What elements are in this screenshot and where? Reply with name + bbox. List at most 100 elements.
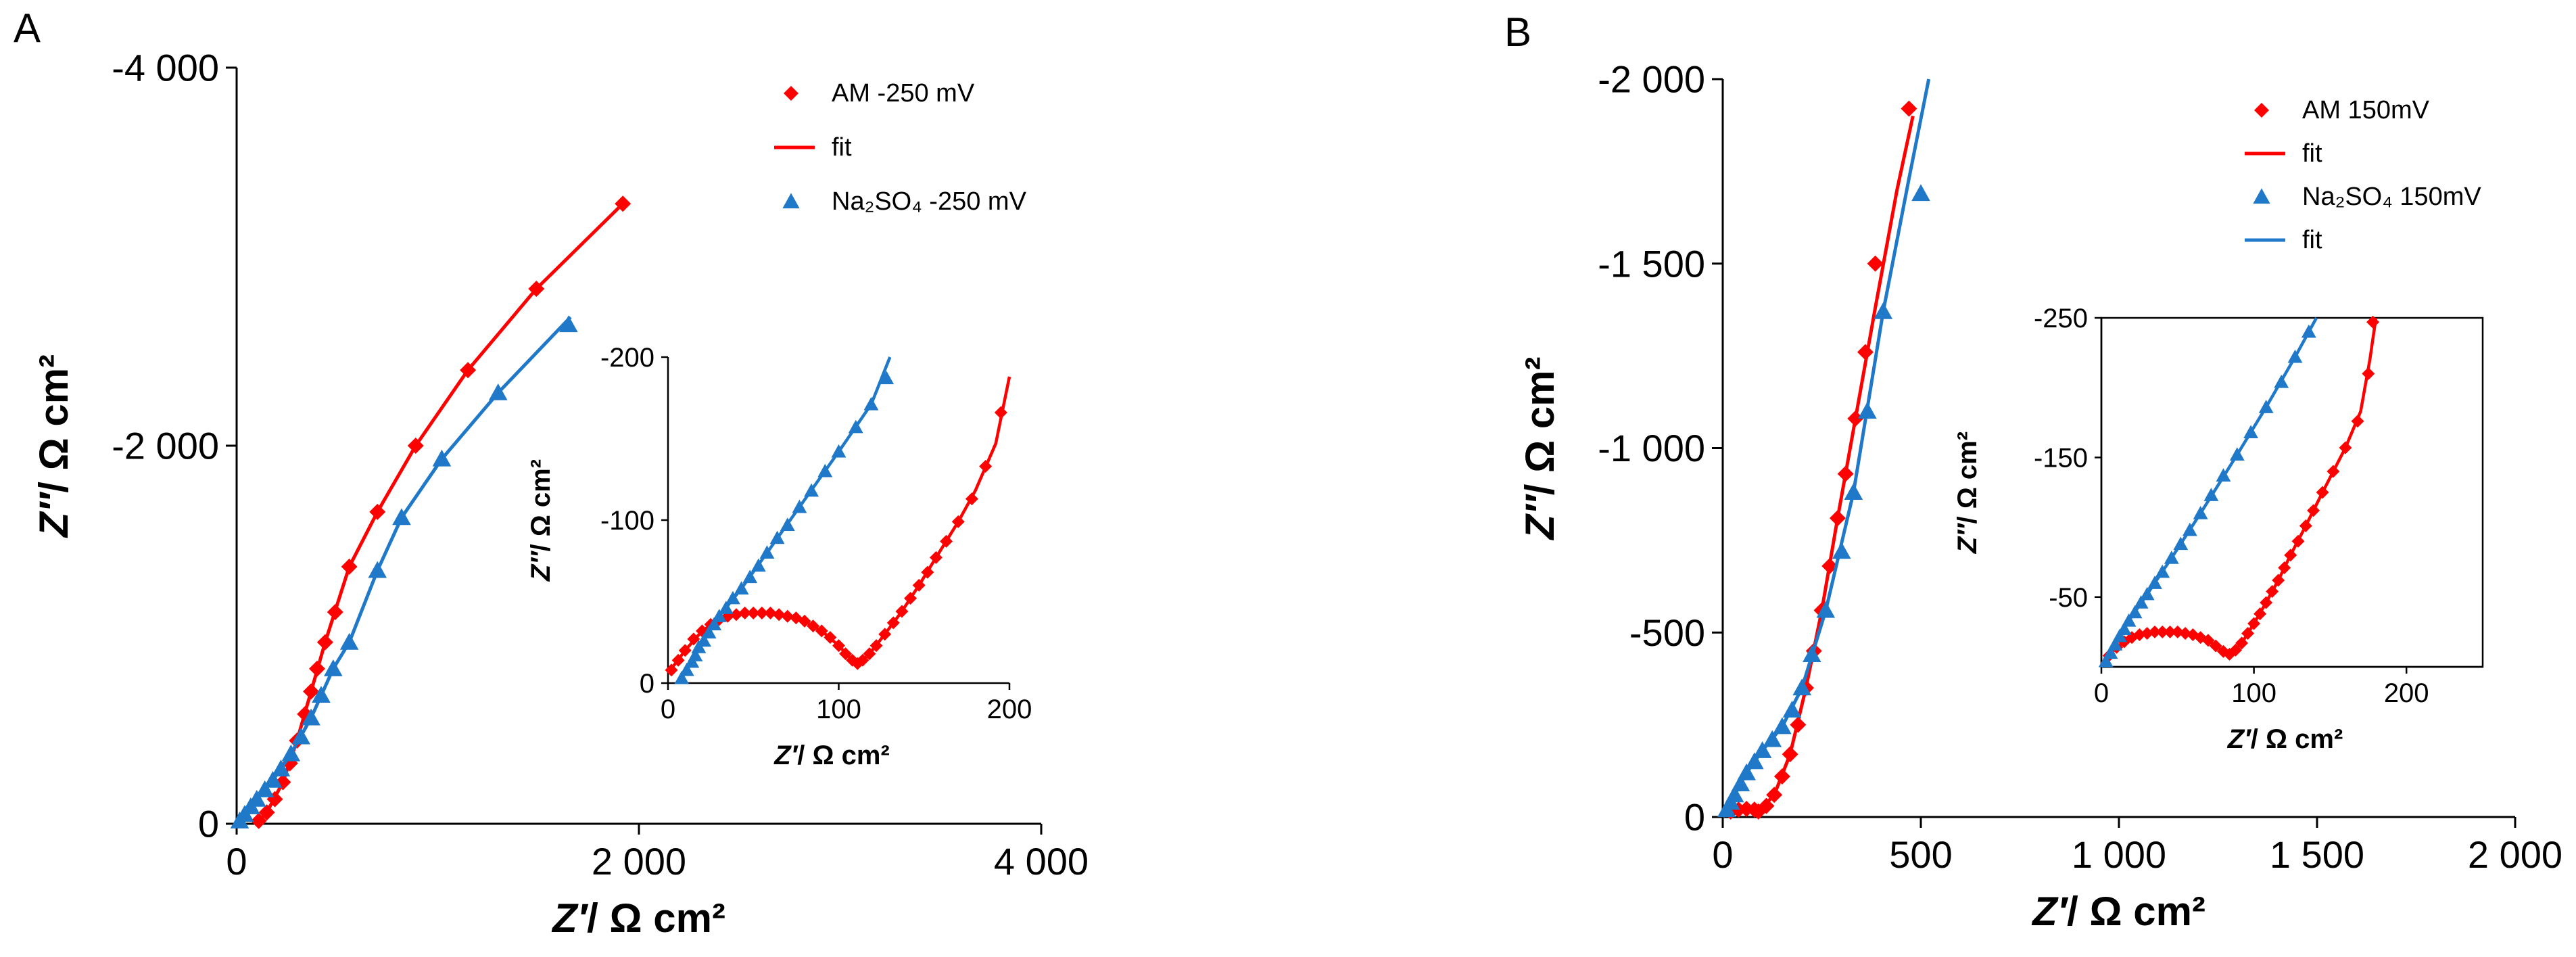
panel-b-data-point xyxy=(1773,768,1790,785)
panel-b-x-tick-label: 1 000 xyxy=(2072,833,2166,876)
panel-a-y-axis-label: Z″/ Ω cm² xyxy=(31,354,76,538)
panel-b-inset-y-axis-unit: / Ω cm² xyxy=(1953,431,1982,524)
panel-a-data-point xyxy=(309,660,325,677)
panel-b-inset-y-tick-label: -150 xyxy=(2034,443,2088,473)
panel-b-inset-data-point xyxy=(2155,564,2170,578)
panel-a-inset-data-point xyxy=(848,419,863,434)
panel-b-data-point xyxy=(1844,483,1863,500)
panel-b-inset-data-point xyxy=(2351,415,2364,428)
panel-b-data-point xyxy=(1725,785,1744,803)
panel-b-inset-data-point xyxy=(2193,506,2208,519)
panel-b-data-point xyxy=(1911,184,1930,202)
panel-b-x-tick-label: 0 xyxy=(1712,833,1733,876)
panel-b-inset-data-point xyxy=(2133,595,2149,609)
panel-b-x-axis-unit: / Ω cm² xyxy=(2067,889,2205,934)
panel-b-inset-data-point xyxy=(2229,447,2245,461)
panel-b-inset-y-axis-symbol: Z″ xyxy=(1953,523,1982,554)
panel-b-y-tick-label: -1 000 xyxy=(1598,427,1705,469)
panel-a-inset-data-point xyxy=(665,663,678,677)
panel-b-data-point xyxy=(1847,410,1864,427)
panel-b-data-point xyxy=(1763,730,1782,747)
panel-b-legend-marker xyxy=(2253,188,2270,204)
panel-a-inset-data-point xyxy=(678,644,692,657)
panel-a-inset-data-point xyxy=(886,616,900,630)
panel-b-inset-data-point xyxy=(2241,626,2255,640)
panel-b-data-point xyxy=(1790,716,1807,733)
panel-a-inset-data-point xyxy=(781,609,794,623)
panel-a-inset-x-axis-unit: / Ω cm² xyxy=(797,741,890,770)
panel-b-inset-data-point xyxy=(2229,643,2243,657)
panel-b-inset-data-point xyxy=(2272,574,2285,587)
panel-b-inset-data-point xyxy=(2182,522,2197,536)
panel-a-inset-x-tick-label: 0 xyxy=(661,695,675,724)
panel-a-inset-data-point xyxy=(742,569,758,584)
panel-a-x-axis-unit: / Ω cm² xyxy=(587,895,725,941)
panel-b-inset-y-axis-label: Z″/ Ω cm² xyxy=(1953,431,1982,554)
panel-a-inset-data-point xyxy=(725,590,740,605)
panel-a-inset-data-point xyxy=(878,628,892,641)
panel-a-inset-data-point xyxy=(746,606,760,620)
panel-a-data-point xyxy=(559,315,578,333)
panel-a-inset-data-point xyxy=(772,608,786,622)
panel-a-data-point xyxy=(302,708,320,726)
panel-a-data-point xyxy=(339,632,359,650)
panel-b-x-axis-label: Z′/ Ω cm² xyxy=(2031,889,2205,934)
panel-a-data-point xyxy=(250,812,267,829)
panel-a-data-point xyxy=(281,744,301,762)
panel-a-inset-data-point xyxy=(895,605,909,618)
panel-b-inset-y-tick-label: -250 xyxy=(2034,304,2088,333)
panel-a-inset-data-point xyxy=(759,545,775,559)
panel-a-data-point xyxy=(488,383,508,400)
panel-a-data-point xyxy=(369,503,386,520)
panel-b-y-tick-label: -500 xyxy=(1629,611,1705,654)
panel-b-data-point xyxy=(1782,701,1802,718)
panel-b-inset-data-point xyxy=(2139,586,2155,601)
panel-a-inset-data-point xyxy=(831,444,846,458)
panel-a-x-axis-symbol: Z′ xyxy=(551,895,589,941)
panel-a-data-point xyxy=(327,603,343,620)
panel-a-inset-data-point xyxy=(912,578,926,592)
panel-a-legend-marker xyxy=(784,86,798,101)
panel-b-y-axis-unit: / Ω cm² xyxy=(1517,356,1563,495)
panel-a-y-axis-symbol: Z″ xyxy=(31,491,76,538)
panel-a-inset-data-point xyxy=(940,534,953,548)
panel-b-y-axis-label: Z″/ Ω cm² xyxy=(1517,356,1563,540)
panel-a-inset-data-point xyxy=(738,606,752,620)
panel-b-inset-plot-area xyxy=(2100,317,2484,668)
panel-b-legend: AM 150mV fit Na₂SO₄ 150mV fit xyxy=(2245,96,2481,254)
panel-b-inset-data-point xyxy=(2284,548,2297,562)
panel-b-inset-data-point xyxy=(2173,536,2189,551)
panel-b-inset-data-point xyxy=(2164,551,2179,564)
panel-b-data-point xyxy=(1792,678,1811,696)
panel-a-inset-data-point xyxy=(688,648,703,661)
panel-b-inset-data-point xyxy=(2362,367,2375,381)
panel-a-inset-x-tick-label: 200 xyxy=(987,695,1032,724)
panel-a-inset-data-point xyxy=(707,617,722,630)
panel-a-inset-data-point xyxy=(839,647,853,661)
panel-a-inset-data-point xyxy=(863,396,879,411)
panel-b-inset-data-point xyxy=(2209,639,2222,653)
panel-b-inset-data-point xyxy=(2235,636,2249,650)
panel-a-inset-data-point xyxy=(807,620,820,633)
panel-a-legend-label: fit xyxy=(832,133,852,162)
panel-b-data-point xyxy=(1758,797,1775,814)
panel-a-inset-data-point xyxy=(929,551,943,564)
panel-b-y-tick-label: -2 000 xyxy=(1598,58,1705,101)
panel-b-data-point xyxy=(1752,741,1772,758)
panel-b-inset-x-axis-symbol: Z′ xyxy=(2227,724,2252,754)
panel-b-data-point xyxy=(1782,746,1798,763)
panel-a-legend-label: Na₂SO₄ -250 mV xyxy=(832,187,1027,216)
panel-a-inset-data-point xyxy=(687,632,700,646)
panel-a-inset-data-point xyxy=(696,633,711,647)
panel-a-data-point xyxy=(392,508,411,526)
panel-a-data-point xyxy=(312,686,331,703)
panel-b-data-point xyxy=(1857,344,1874,360)
panel-b-inset-x-tick-label: 100 xyxy=(2231,678,2276,708)
panel-a-data-point xyxy=(324,659,343,676)
panel-b-series-na2so4 xyxy=(1717,78,1931,818)
panel-a-inset-data-point xyxy=(769,530,785,544)
panel-b-inset-y-tick-label: -50 xyxy=(2049,583,2088,613)
panel-a-inset-x-tick-label: 100 xyxy=(816,695,861,724)
